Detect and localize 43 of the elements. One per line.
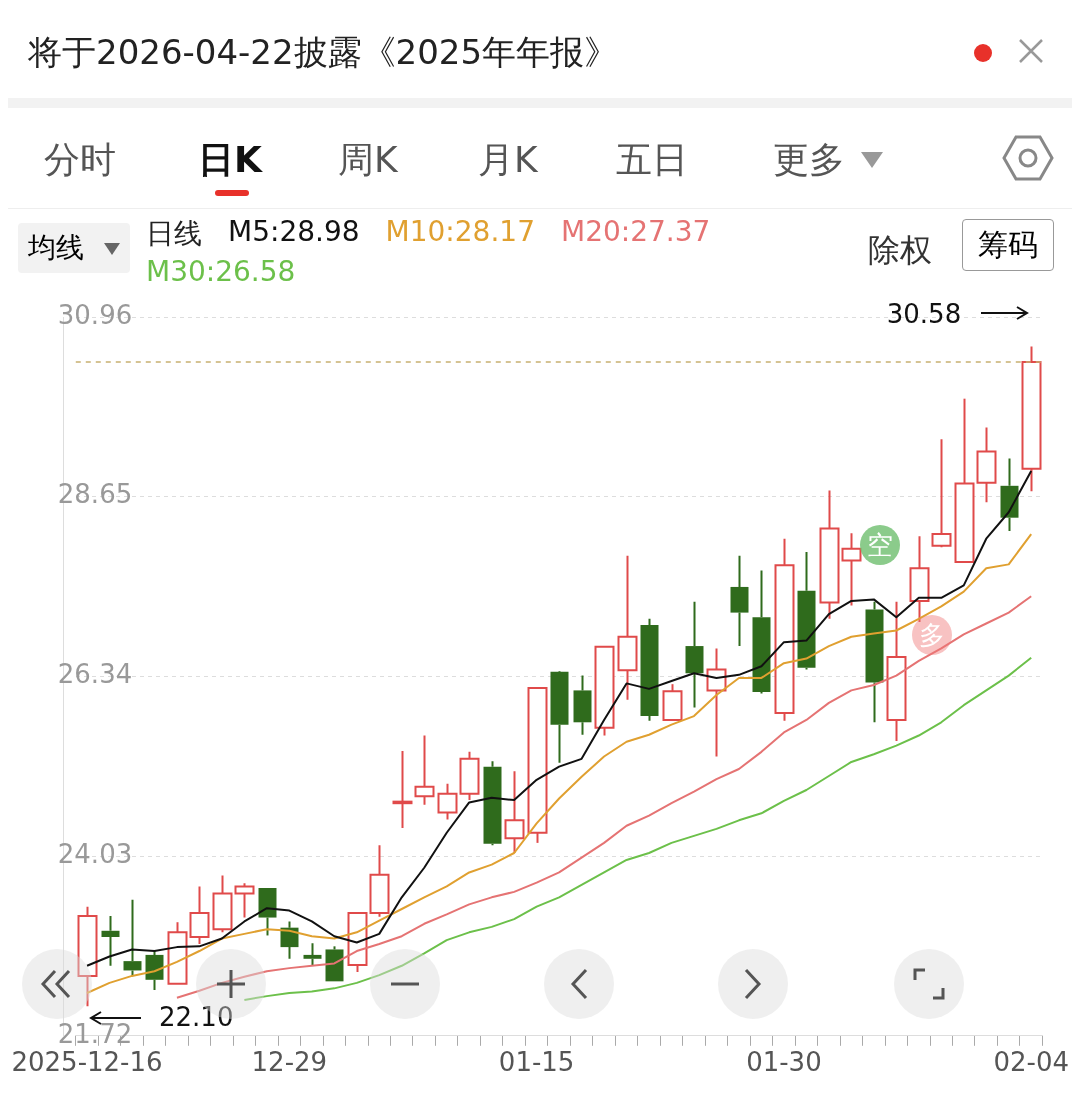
candlestick xyxy=(573,674,592,736)
candlestick xyxy=(1000,457,1019,532)
annotation: 多 xyxy=(912,615,952,655)
x-tick-label: 01-15 xyxy=(498,1047,575,1078)
y-tick-label: 30.96 xyxy=(57,299,133,330)
y-tick-label: 28.65 xyxy=(57,479,133,510)
candlestick xyxy=(865,600,884,724)
annotation: 30.58 xyxy=(885,298,962,329)
candlestick xyxy=(797,550,816,671)
text: M10:28.17 xyxy=(385,215,535,250)
candlestick xyxy=(101,915,120,967)
x-tick-label: 12-29 xyxy=(251,1047,328,1078)
text: 筹码 xyxy=(962,219,1054,271)
text: M20:27.37 xyxy=(560,215,711,250)
annotation: 22.10 xyxy=(159,1002,234,1033)
text: M5:28.98 xyxy=(228,215,360,250)
text: 月K xyxy=(478,138,538,182)
x-tick-label: 01-30 xyxy=(746,1047,822,1078)
candlestick xyxy=(730,554,749,648)
candlestick xyxy=(685,600,704,709)
chart-title: 将于2026-04-22披露《2025年年报》 xyxy=(28,31,619,74)
text: 除权 xyxy=(868,230,932,271)
text: 日K xyxy=(198,138,262,182)
candlestick xyxy=(550,671,569,764)
text: 更多 xyxy=(773,138,845,182)
x-tick-label: 2025-12-16 xyxy=(11,1047,163,1078)
text: 分时 xyxy=(44,138,116,182)
candlestick xyxy=(752,569,771,695)
annotation: 空 xyxy=(860,525,900,565)
text: 均线 xyxy=(18,223,130,273)
candlestick xyxy=(483,760,502,847)
candlestick xyxy=(325,945,344,982)
text: M30:26.58 xyxy=(146,255,296,288)
text: 五日 xyxy=(616,138,688,182)
y-tick-label: 21.72 xyxy=(57,1018,133,1049)
candlestick xyxy=(640,617,659,722)
y-tick-label: 24.03 xyxy=(57,838,133,869)
text: 日线 xyxy=(146,216,202,252)
candlestick xyxy=(303,942,322,967)
text: 周K xyxy=(338,138,398,182)
x-tick-label: 02-04 xyxy=(993,1047,1069,1078)
y-tick-label: 26.34 xyxy=(57,659,133,690)
candlestick xyxy=(123,898,142,977)
